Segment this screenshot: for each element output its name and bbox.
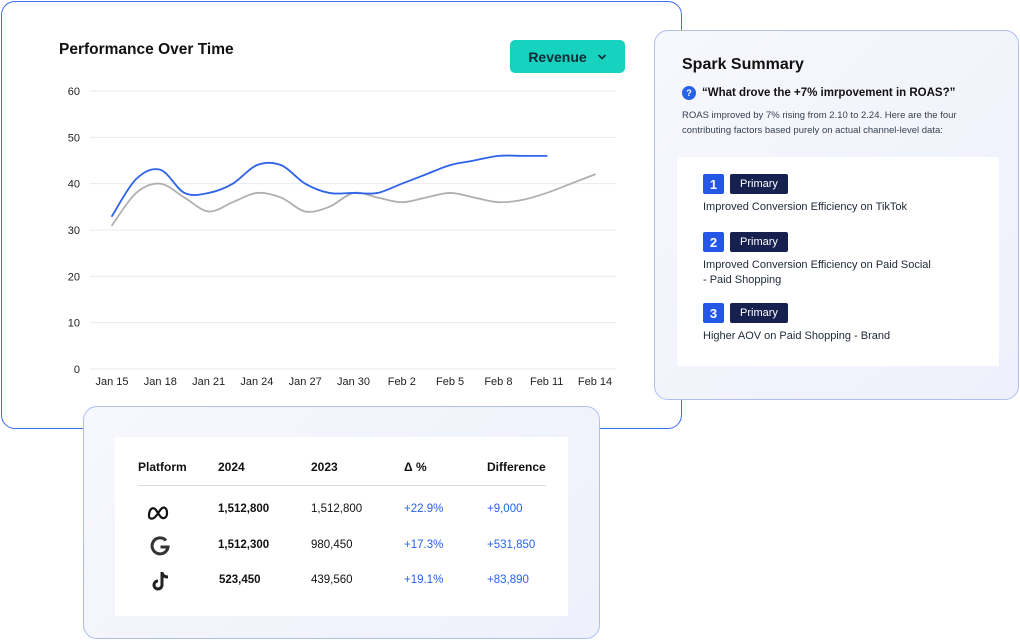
cell-2024: 523,450 bbox=[219, 574, 261, 586]
x-tick-label: Feb 14 bbox=[578, 376, 612, 388]
metric-dropdown[interactable]: Revenue bbox=[510, 40, 625, 73]
cell-2023: 980,450 bbox=[311, 539, 353, 551]
factor-number: 3 bbox=[703, 303, 724, 323]
cell-difference: +83,890 bbox=[487, 574, 529, 586]
factor-number: 1 bbox=[703, 174, 724, 194]
cell-2023: 439,560 bbox=[311, 574, 353, 586]
primary-badge: Primary bbox=[730, 303, 788, 323]
cell-2023: 1,512,800 bbox=[311, 503, 363, 515]
cell-delta: +19.1% bbox=[404, 574, 444, 586]
spark-summary-card: Spark Summary ? “What drove the +7% imrp… bbox=[654, 30, 1019, 400]
y-tick-label: 0 bbox=[74, 364, 80, 376]
y-tick-label: 20 bbox=[68, 271, 80, 283]
y-tick-label: 50 bbox=[68, 132, 80, 144]
factor-item: 2 Primary Improved Conversion Efficiency… bbox=[703, 232, 933, 288]
header-difference: Difference bbox=[487, 460, 546, 474]
x-tick-label: Feb 2 bbox=[388, 376, 416, 388]
header-divider bbox=[138, 485, 546, 486]
header-platform: Platform bbox=[138, 460, 187, 474]
chevron-down-icon bbox=[597, 54, 606, 59]
cell-2024: 1,512,300 bbox=[218, 539, 270, 551]
question-row: ? “What drove the +7% imrpovement in ROA… bbox=[682, 86, 955, 100]
factor-label: Improved Conversion Efficiency on Paid S… bbox=[703, 259, 931, 286]
x-tick-label: Feb 5 bbox=[436, 376, 464, 388]
google-logo-icon bbox=[150, 536, 170, 556]
metric-dropdown-label: Revenue bbox=[528, 48, 587, 65]
performance-chart-card: Performance Over Time Revenue 60 50 40 30 20… bbox=[1, 1, 682, 429]
header-2023: 2023 bbox=[311, 460, 338, 474]
x-tick-label: Feb 8 bbox=[484, 376, 512, 388]
factor-number: 2 bbox=[703, 232, 724, 252]
cell-delta: +17.3% bbox=[404, 539, 444, 551]
cell-difference: +531,850 bbox=[487, 539, 536, 551]
factor-item: 3 Primary Higher AOV on Paid Shopping - … bbox=[703, 303, 933, 344]
header-2024: 2024 bbox=[218, 460, 245, 474]
y-tick-label: 40 bbox=[68, 179, 80, 191]
summary-description: ROAS improved by 7% rising from 2.10 to … bbox=[682, 110, 957, 136]
x-tick-label: Jan 30 bbox=[337, 376, 370, 388]
factors-panel: 1 Primary Improved Conversion Efficiency… bbox=[677, 157, 999, 366]
primary-badge: Primary bbox=[730, 174, 788, 194]
cell-difference: +9,000 bbox=[487, 503, 523, 515]
meta-logo-icon bbox=[147, 506, 169, 520]
x-tick-label: Jan 21 bbox=[192, 376, 225, 388]
x-tick-label: Jan 24 bbox=[240, 376, 273, 388]
question-icon: ? bbox=[682, 86, 696, 100]
header-delta: Δ % bbox=[404, 460, 427, 474]
factor-item: 1 Primary Improved Conversion Efficiency… bbox=[703, 174, 933, 215]
factor-label: Higher AOV on Paid Shopping - Brand bbox=[703, 330, 891, 342]
y-tick-label: 10 bbox=[68, 318, 80, 330]
platform-table-card: Platform 2024 2023 Δ % Difference 1,512,… bbox=[83, 406, 600, 639]
question-text: “What drove the +7% imrpovement in ROAS?… bbox=[702, 87, 956, 99]
cell-delta: +22.9% bbox=[404, 503, 444, 515]
platform-table: Platform 2024 2023 Δ % Difference 1,512,… bbox=[115, 437, 568, 616]
x-tick-label: Jan 15 bbox=[95, 376, 128, 388]
series-line bbox=[111, 154, 548, 217]
x-tick-label: Feb 11 bbox=[530, 376, 563, 388]
series-line bbox=[111, 173, 596, 227]
x-tick-label: Jan 18 bbox=[144, 376, 177, 388]
line-chart: 60 50 40 30 20 10 0 Jan 15 Jan 18 Jan 21 Jan 24 Jan… bbox=[68, 86, 616, 388]
tiktok-logo-icon bbox=[152, 572, 169, 591]
chart-title: Performance Over Time bbox=[59, 41, 234, 58]
cell-2024: 1,512,800 bbox=[218, 503, 270, 515]
spark-summary-title: Spark Summary bbox=[682, 56, 804, 73]
y-tick-label: 30 bbox=[68, 225, 80, 237]
x-tick-label: Jan 27 bbox=[289, 376, 322, 388]
primary-badge: Primary bbox=[730, 232, 788, 252]
factor-label: Improved Conversion Efficiency on TikTok bbox=[703, 201, 907, 213]
y-tick-label: 60 bbox=[68, 86, 80, 98]
